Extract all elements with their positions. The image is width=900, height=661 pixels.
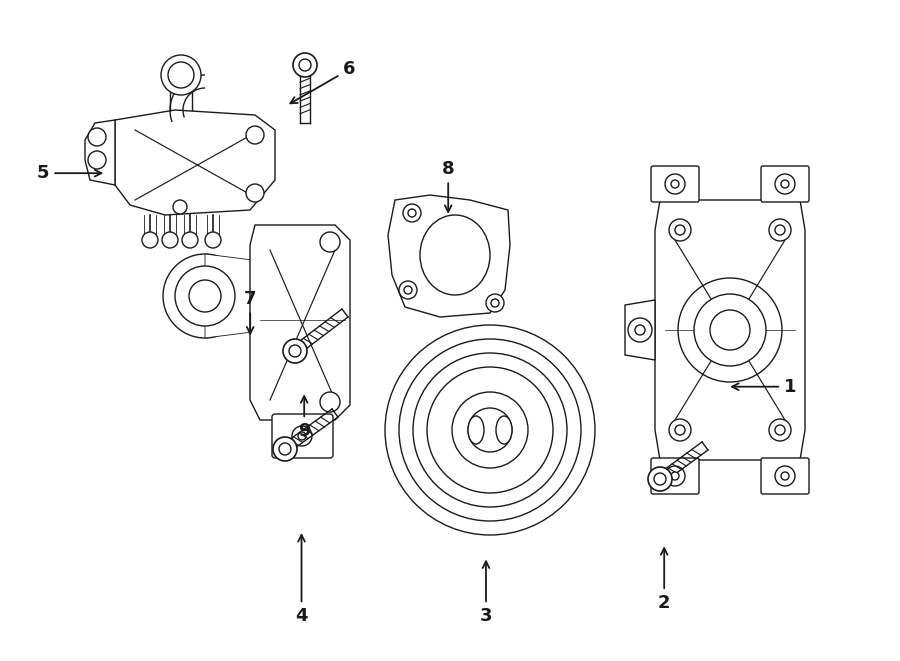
Circle shape [403,204,421,222]
Circle shape [385,325,595,535]
Circle shape [292,426,312,446]
Circle shape [320,392,340,412]
Circle shape [669,219,691,241]
Circle shape [710,310,750,350]
FancyBboxPatch shape [651,166,699,202]
Circle shape [320,232,340,252]
Circle shape [671,180,679,188]
Circle shape [283,339,307,363]
Circle shape [491,299,499,307]
Polygon shape [655,200,805,460]
Circle shape [427,367,553,493]
Circle shape [486,294,504,312]
Text: 6: 6 [291,60,356,103]
Circle shape [273,437,297,461]
Circle shape [246,126,264,144]
Polygon shape [625,300,655,360]
Circle shape [452,392,528,468]
Text: 8: 8 [442,159,454,212]
Circle shape [168,62,194,88]
Circle shape [298,432,306,440]
Circle shape [413,353,567,507]
Circle shape [675,425,685,435]
Circle shape [173,200,187,214]
Circle shape [289,345,301,357]
Circle shape [628,318,652,342]
Circle shape [635,325,645,335]
Circle shape [142,232,158,248]
Circle shape [408,209,416,217]
Circle shape [399,281,417,299]
Circle shape [279,443,291,455]
Ellipse shape [496,416,512,444]
Circle shape [671,472,679,480]
Circle shape [665,174,685,194]
Circle shape [88,151,106,169]
Circle shape [654,473,666,485]
Circle shape [694,294,766,366]
Text: 4: 4 [295,535,308,625]
Circle shape [175,266,235,326]
Text: 3: 3 [480,561,492,625]
Circle shape [404,286,412,294]
Polygon shape [388,195,510,317]
Text: 9: 9 [298,396,310,440]
Text: 1: 1 [732,377,796,396]
Circle shape [293,53,317,77]
Circle shape [399,339,581,521]
Circle shape [775,225,785,235]
FancyBboxPatch shape [272,414,333,458]
Polygon shape [115,110,275,215]
Circle shape [161,55,201,95]
Circle shape [246,184,264,202]
Circle shape [88,128,106,146]
Circle shape [468,408,512,452]
Ellipse shape [468,416,484,444]
Circle shape [669,419,691,441]
Circle shape [775,174,795,194]
Polygon shape [205,254,260,338]
Circle shape [769,219,791,241]
FancyBboxPatch shape [651,458,699,494]
Circle shape [678,278,782,382]
Circle shape [775,425,785,435]
Circle shape [163,254,247,338]
Circle shape [648,467,672,491]
Circle shape [781,472,789,480]
Polygon shape [85,120,115,185]
Circle shape [299,59,311,71]
Circle shape [675,225,685,235]
Circle shape [781,180,789,188]
Circle shape [769,419,791,441]
Text: 2: 2 [658,548,670,612]
FancyBboxPatch shape [761,166,809,202]
Circle shape [162,232,178,248]
Polygon shape [250,225,350,420]
Text: 5: 5 [37,164,102,182]
FancyBboxPatch shape [761,458,809,494]
Circle shape [182,232,198,248]
Circle shape [775,466,795,486]
Ellipse shape [420,215,490,295]
Text: 7: 7 [244,290,256,334]
Circle shape [205,232,221,248]
Circle shape [665,466,685,486]
Circle shape [189,280,221,312]
